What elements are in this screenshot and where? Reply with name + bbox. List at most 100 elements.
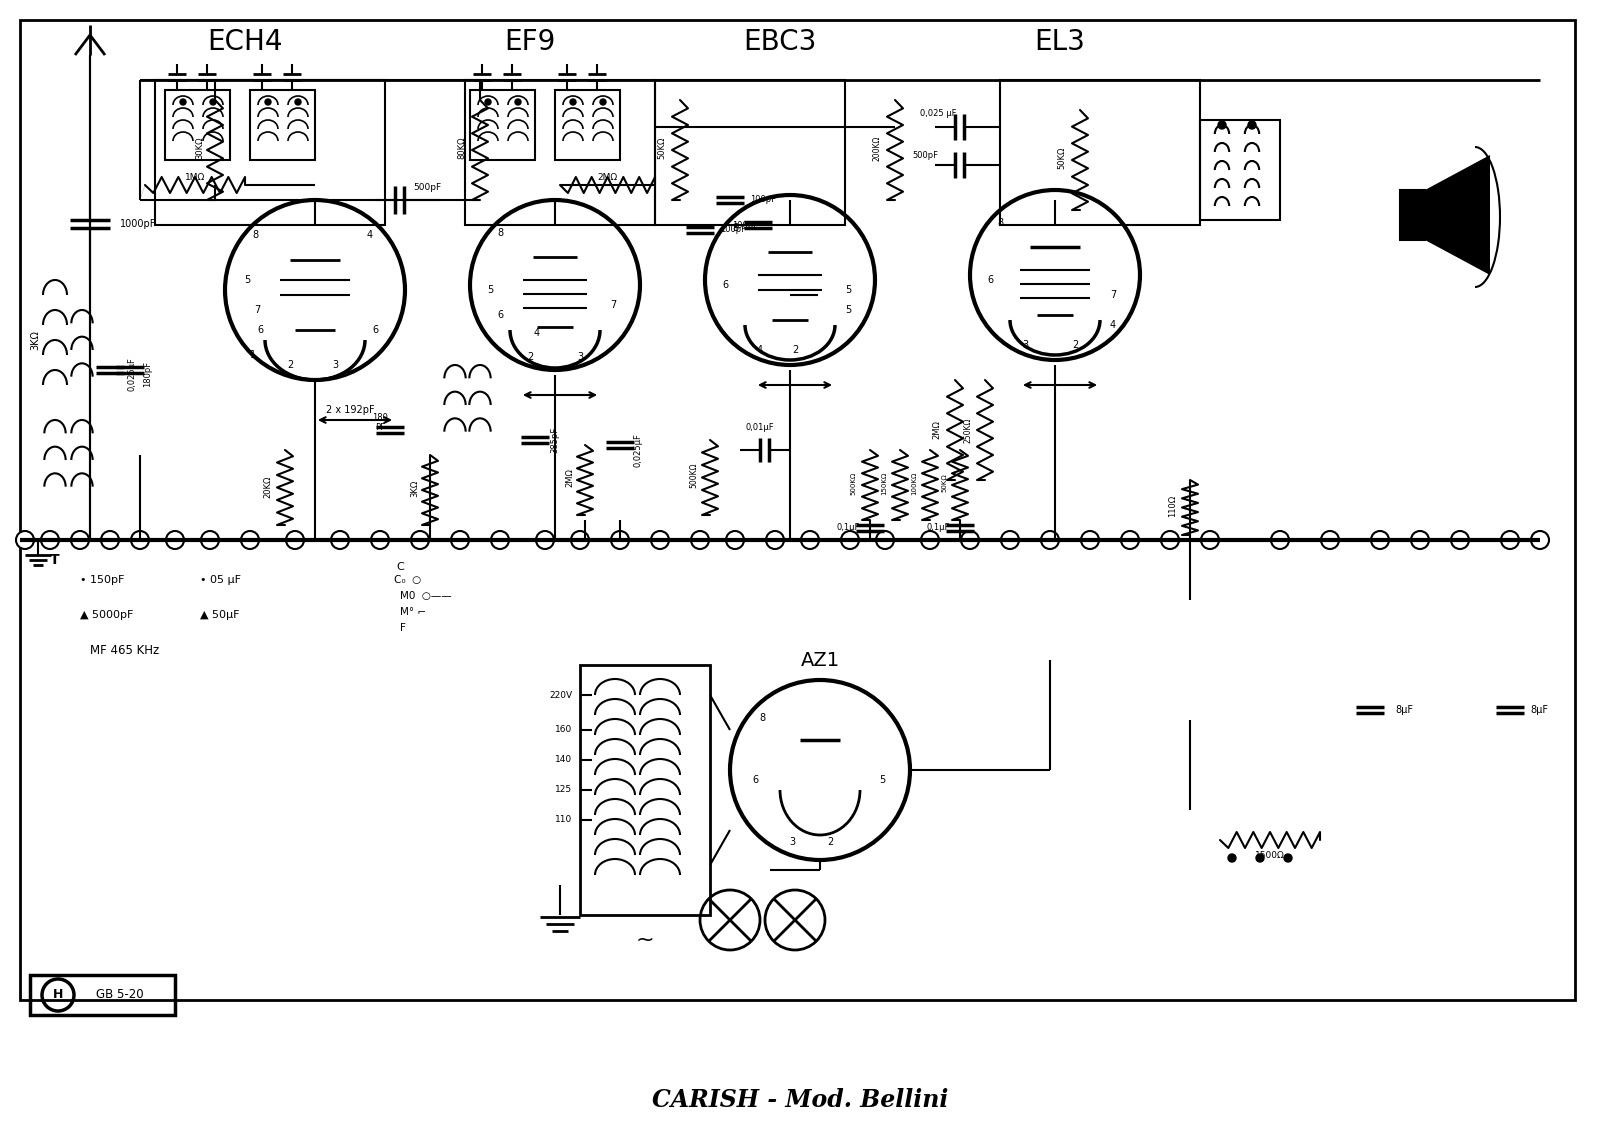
Text: 100KΩ: 100KΩ	[910, 472, 917, 494]
Text: 50KΩ: 50KΩ	[658, 137, 667, 159]
Text: 180pF: 180pF	[144, 361, 152, 387]
Text: 0,01μF: 0,01μF	[746, 423, 774, 432]
Text: 7: 7	[1110, 290, 1117, 300]
Circle shape	[1042, 530, 1059, 549]
Circle shape	[1531, 530, 1549, 549]
Text: C₀  ○: C₀ ○	[395, 575, 421, 585]
Text: 3KΩ: 3KΩ	[30, 330, 40, 349]
Text: 110: 110	[555, 815, 573, 824]
Text: F: F	[400, 623, 406, 633]
Text: 0,1μF: 0,1μF	[926, 523, 950, 532]
Circle shape	[1229, 854, 1235, 862]
Text: 4: 4	[757, 345, 763, 355]
Circle shape	[730, 680, 910, 860]
Circle shape	[371, 530, 389, 549]
Circle shape	[1218, 121, 1226, 129]
Text: 8: 8	[251, 230, 258, 240]
Text: H: H	[53, 988, 62, 1001]
Text: 2: 2	[827, 837, 834, 847]
Text: 0,025μF: 0,025μF	[634, 433, 643, 467]
Text: AZ1: AZ1	[800, 650, 840, 670]
Circle shape	[286, 530, 304, 549]
Text: 4: 4	[1110, 320, 1117, 330]
Bar	[30, 975, 174, 1015]
Polygon shape	[1426, 155, 1490, 275]
Circle shape	[571, 530, 589, 549]
Text: 8: 8	[731, 223, 738, 233]
Text: 20KΩ: 20KΩ	[264, 476, 272, 498]
Bar	[155, 80, 386, 225]
Circle shape	[1256, 854, 1264, 862]
Text: 180: 180	[373, 414, 387, 423]
Text: 1: 1	[250, 349, 256, 360]
Text: 4: 4	[366, 230, 373, 240]
Circle shape	[877, 530, 894, 549]
Text: 100pF: 100pF	[733, 221, 758, 230]
Text: 5: 5	[243, 275, 250, 285]
Bar	[165, 90, 230, 159]
Text: 250KΩ: 250KΩ	[963, 417, 973, 442]
Text: 50KΩ: 50KΩ	[1058, 147, 1067, 170]
Circle shape	[331, 530, 349, 549]
Circle shape	[266, 100, 270, 105]
Text: 500KΩ: 500KΩ	[850, 472, 856, 494]
Circle shape	[1270, 530, 1290, 549]
Text: 8: 8	[498, 228, 502, 238]
Text: MF 465 KHz: MF 465 KHz	[90, 644, 160, 656]
Circle shape	[1082, 530, 1099, 549]
Text: EBC3: EBC3	[744, 28, 816, 57]
Text: 8μF: 8μF	[1395, 705, 1413, 715]
Text: 1MΩ: 1MΩ	[186, 173, 205, 182]
Circle shape	[166, 530, 184, 549]
Text: M0  ○——: M0 ○——	[400, 592, 451, 601]
Circle shape	[515, 100, 522, 105]
Text: 500KΩ: 500KΩ	[690, 463, 699, 487]
Text: 2: 2	[1072, 340, 1078, 349]
Text: 3: 3	[1022, 340, 1029, 349]
Text: 150KΩ: 150KΩ	[882, 472, 886, 494]
Circle shape	[294, 100, 301, 105]
Circle shape	[536, 530, 554, 549]
Text: 1500Ω: 1500Ω	[1254, 851, 1285, 860]
Circle shape	[600, 100, 606, 105]
Text: T: T	[50, 553, 59, 567]
Text: • 150pF: • 150pF	[80, 575, 125, 585]
Circle shape	[131, 530, 149, 549]
Circle shape	[570, 100, 576, 105]
Text: 3: 3	[578, 352, 582, 362]
Circle shape	[691, 530, 709, 549]
Text: 0,025μF: 0,025μF	[128, 357, 136, 391]
Circle shape	[242, 530, 259, 549]
Text: 110Ω: 110Ω	[1168, 495, 1178, 517]
Circle shape	[226, 200, 405, 380]
Circle shape	[1202, 530, 1219, 549]
Bar	[1400, 190, 1426, 240]
Text: 2 x 192pF: 2 x 192pF	[326, 405, 374, 415]
Text: 5: 5	[845, 305, 851, 316]
Circle shape	[470, 200, 640, 370]
Bar	[555, 90, 621, 159]
Text: 3: 3	[789, 837, 795, 847]
Text: 2MΩ: 2MΩ	[933, 421, 941, 440]
Text: 8μF: 8μF	[1530, 705, 1549, 715]
Text: 3KΩ: 3KΩ	[411, 480, 419, 497]
Bar	[1000, 80, 1200, 225]
Circle shape	[1322, 530, 1339, 549]
Text: 2: 2	[286, 360, 293, 370]
Text: 80KΩ: 80KΩ	[458, 137, 467, 159]
Text: CARISH - Mod. Bellini: CARISH - Mod. Bellini	[651, 1088, 949, 1112]
Bar	[654, 80, 845, 225]
Circle shape	[1122, 530, 1139, 549]
Text: ECH4: ECH4	[208, 28, 283, 57]
Bar	[579, 665, 710, 915]
Circle shape	[101, 530, 118, 549]
Circle shape	[962, 530, 979, 549]
Text: 2: 2	[792, 345, 798, 355]
Circle shape	[922, 530, 939, 549]
Circle shape	[16, 530, 34, 549]
Circle shape	[1002, 530, 1019, 549]
Circle shape	[485, 100, 491, 105]
Text: 7: 7	[610, 300, 616, 310]
Circle shape	[1501, 530, 1518, 549]
Circle shape	[802, 530, 819, 549]
